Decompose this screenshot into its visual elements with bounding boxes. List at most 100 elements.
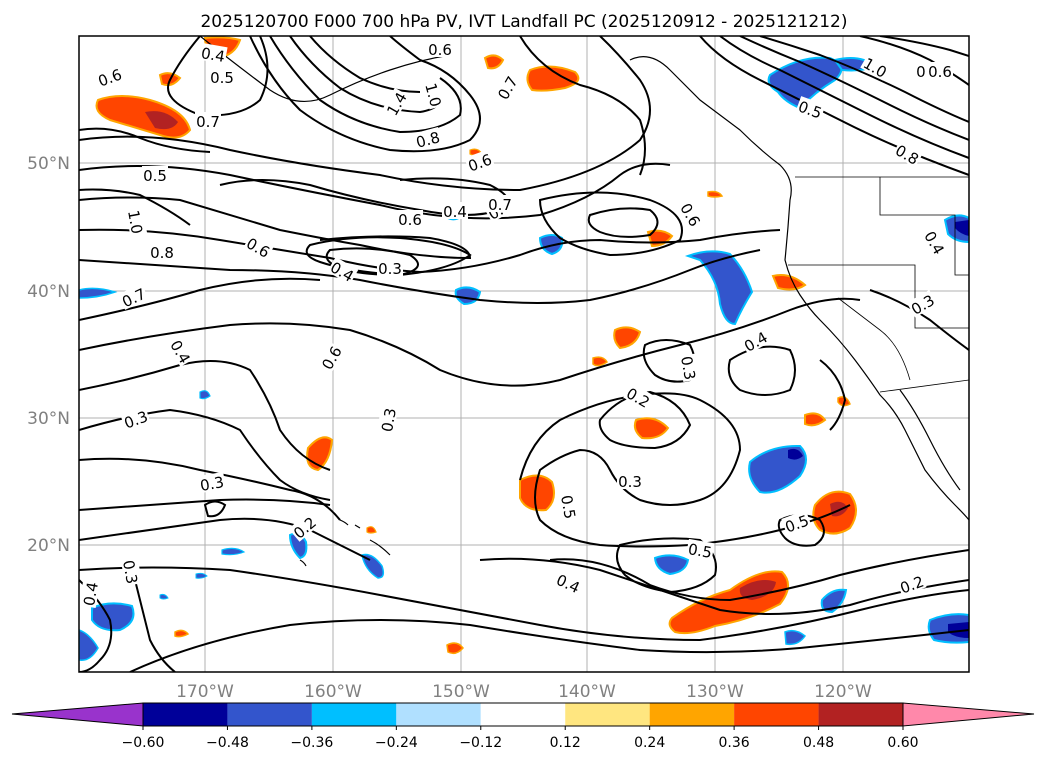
ivt-positive-blob (592, 356, 608, 367)
colorbar-tick-label: −0.60 (122, 735, 165, 751)
contour-label: 0.4 (80, 581, 102, 608)
lon-tick-label: 170°W (176, 682, 234, 702)
contour-label: 0.5 (210, 69, 234, 87)
contour-label-bg (142, 166, 168, 183)
lon-tick-label: 120°W (814, 682, 872, 702)
ivt-positive-blob (633, 417, 670, 440)
contour-label: 1.0 (124, 209, 146, 236)
ivt-negative-core (788, 448, 803, 460)
colorbar-tick-label: −0.12 (459, 735, 502, 751)
ivt-negative-blob (784, 629, 807, 646)
contour-label: 0.8 (150, 244, 174, 262)
colorbar-extend-low (11, 702, 144, 727)
contour-label-bg (860, 52, 892, 81)
contour-label-bg (377, 259, 403, 276)
ivt-positive-core (739, 580, 776, 600)
coastlines (199, 36, 969, 567)
contour-label-bg (422, 79, 447, 110)
colorbar-segment (649, 703, 735, 726)
ivt-negative-blob (684, 250, 754, 326)
contour-label-bg (921, 226, 950, 258)
contour-label-bg (558, 492, 581, 522)
lon-tick-label: 140°W (558, 682, 616, 702)
contour-label-bg (198, 42, 228, 65)
contour-label-bg (243, 232, 275, 261)
ivt-negative-blob (195, 572, 208, 579)
colorbar-tick-label: 0.48 (803, 735, 834, 751)
contour-label: 0.3 (378, 407, 400, 434)
ivt-negative-blob (91, 602, 135, 632)
ivt-negative-blob (79, 629, 99, 661)
colorbar-segment (565, 703, 650, 726)
chart-title: 2025120700 F000 700 hPa PV, IVT Landfall… (200, 12, 847, 32)
pv-contours (79, 36, 969, 672)
ivt-positive-blob (707, 190, 724, 198)
contour-label-bg (739, 326, 771, 355)
contour-label-bg (376, 405, 399, 435)
contour-label-bg (197, 471, 227, 494)
borders (788, 176, 969, 393)
lon-tick-labels: 170°W 160°W 150°W 140°W 130°W 120°W (176, 682, 872, 702)
lat-tick-label: 40°N (27, 282, 70, 302)
contour-label-bg (381, 87, 410, 119)
contour-label-bg (209, 68, 235, 85)
contour-label-bg (79, 579, 101, 609)
colorbar-segment (227, 703, 312, 726)
ivt-positive-blob (366, 526, 377, 534)
colorbar-segment (480, 703, 566, 726)
contour-label: 0.3 (199, 473, 226, 495)
ivt-negative-blob (159, 593, 169, 600)
lat-tick-labels: 50°N 40°N 30°N 20°N (27, 154, 70, 556)
lon-tick-label: 150°W (432, 682, 490, 702)
contour-label-bg (117, 283, 149, 310)
lat-tick-label: 20°N (27, 536, 70, 556)
contour-label-bg (442, 202, 468, 219)
lon-tick-label: 160°W (304, 682, 362, 702)
ivt-positive-blob (446, 642, 464, 655)
contour-label-bg (617, 472, 643, 489)
contour-label-bg (892, 139, 924, 168)
colorbar-frame (142, 702, 904, 727)
contour-label: 0.6 (928, 63, 952, 81)
lat-tick-label: 50°N (27, 154, 70, 174)
contour-label-bg (167, 335, 196, 367)
colorbar-segment (311, 703, 397, 726)
ivt-positive-blob (174, 629, 190, 638)
contour-label-bg (492, 71, 521, 103)
ivt-positive-blob (804, 412, 827, 427)
map-panel: 0.40.50.60.71.41.00.80.60.70.50.70.40.51… (79, 36, 969, 672)
colorbar-segment (734, 703, 819, 726)
contour-label: 0.4 (200, 44, 227, 66)
contour-label-bg (677, 198, 706, 230)
contour-label: 0.7 (488, 196, 512, 214)
contour-label-bg (896, 571, 927, 597)
colorbar-extend-high (902, 702, 1035, 727)
colorbar-segment (818, 703, 903, 726)
lat-tick-label: 30°N (27, 409, 70, 429)
ivt-negative-core (948, 622, 969, 638)
ivt-negative-blob (221, 547, 246, 556)
ivt-positive-blob (483, 54, 505, 70)
contour-label: 0.4 (443, 203, 467, 221)
contour-label: 0.6 (428, 41, 452, 59)
colorbar-tick-label: 0.60 (887, 735, 918, 751)
ivt-negative-core (955, 220, 969, 236)
colorbar-tick-label: −0.48 (206, 735, 249, 751)
contour-label-bg (412, 126, 443, 151)
contour-label: 0.5 (557, 494, 579, 521)
contour-label-bg (487, 195, 513, 212)
contour-label-bg (553, 569, 585, 596)
contour-label-bg (125, 207, 148, 237)
contour-label-bg (795, 96, 826, 122)
contour-label-bg (781, 510, 812, 536)
contour-label: 0.3 (119, 559, 141, 586)
colorbar-segment (143, 703, 228, 726)
contour-label-bg (94, 64, 125, 90)
contour-label: 0.8 (414, 128, 442, 152)
contour-label: 0.5 (687, 540, 714, 562)
colorbar-tick-label: 0.36 (719, 735, 750, 751)
lon-tick-label: 130°W (686, 682, 744, 702)
colorbar-tick-label: −0.36 (290, 735, 333, 751)
colorbar-tick-label: 0.12 (550, 735, 581, 751)
